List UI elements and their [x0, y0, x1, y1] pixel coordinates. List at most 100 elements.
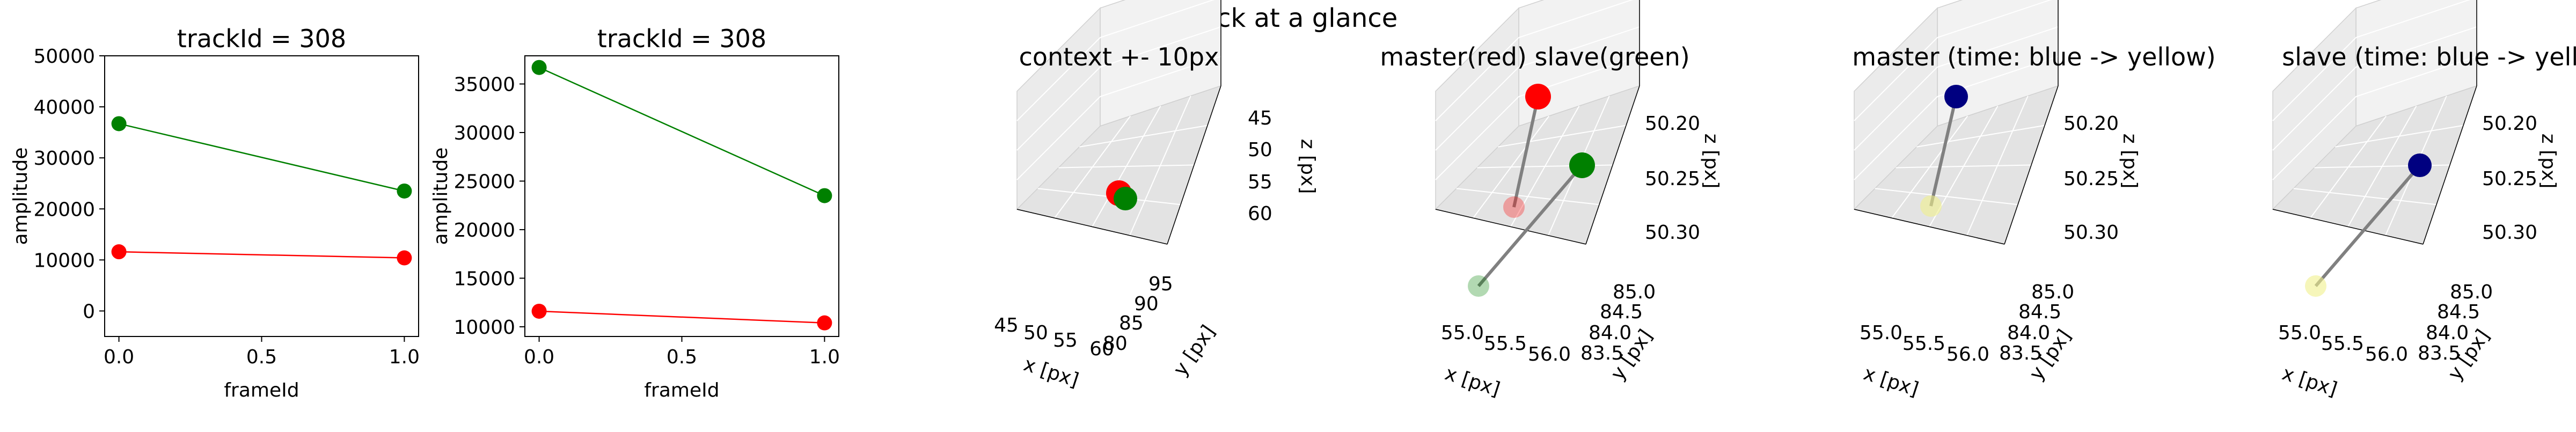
y-tick-label: 20000	[453, 219, 515, 241]
grid-line	[1435, 67, 1519, 151]
data-point	[817, 315, 832, 331]
scatter3d-panel-slave-time: slave (time: blue -> yellow) 55.055.556.0…	[2272, 0, 2576, 401]
grid-line	[1435, 37, 1519, 121]
y-tick-label: 95	[1148, 273, 1173, 295]
y-tick-label: 10000	[453, 317, 515, 339]
x-axis-line	[1016, 209, 1168, 245]
z-axis-label: z [px]	[1297, 139, 1319, 194]
x-tick-label: 55.5	[1484, 333, 1527, 355]
z-tick-label: 50	[1248, 139, 1272, 161]
y-tick-label: 80	[1103, 333, 1128, 355]
x-tick-label: 55.0	[1441, 322, 1484, 344]
y-tick-label: 83.5	[1999, 342, 2042, 364]
z-axis-label: z [px]	[2119, 134, 2141, 189]
x-axis-label: frameId	[644, 379, 719, 401]
z-tick-label: 50.20	[2063, 113, 2119, 135]
series-line-1	[539, 67, 825, 196]
scatter3d-panel-master-time: master (time: blue -> yellow) 55.0 55.5 56.…	[1852, 0, 2216, 401]
master-point-end	[1525, 84, 1551, 109]
scatter3d-panel-master-slave: master(red) slave(green) 55.0 55.5 56.0 83.5…	[1380, 0, 1722, 401]
grid-line	[1016, 96, 1101, 180]
series-line-1	[119, 123, 405, 192]
grid-line	[2355, 56, 2477, 97]
grid-line	[1937, 26, 2059, 68]
master-point-t1	[1944, 85, 1968, 108]
y-tick-label: 25000	[453, 171, 515, 193]
y-tick-label: 84.0	[1589, 322, 1631, 344]
y-axis-line	[1585, 85, 1640, 245]
y-tick-label: 20000	[33, 199, 95, 221]
grid-line	[1854, 96, 1938, 180]
series-line-2	[119, 251, 405, 259]
y-axis-label: y [px]	[1169, 321, 1220, 380]
track-line	[1929, 96, 1958, 207]
grid-line	[1016, 37, 1101, 121]
y-tick-label: 83.5	[2418, 342, 2461, 364]
x-tick-label: 60	[1089, 338, 1114, 360]
y-tick-label: 30000	[453, 122, 515, 144]
grid-line	[2335, 125, 2464, 148]
y-axis-label: amplitude	[430, 148, 452, 245]
x-axis-label: x [px]	[1021, 353, 1081, 391]
data-point	[531, 303, 547, 319]
chart-title: trackId = 308	[597, 24, 766, 53]
z-tick-label: 50.25	[1645, 168, 1700, 190]
y-tick-label: 85	[1119, 312, 1144, 334]
y-axis-line	[1167, 85, 1221, 245]
x-tick-label: 0.0	[524, 346, 554, 368]
grid-line	[1498, 125, 1627, 148]
x-tick-label: 55.0	[1860, 322, 1902, 344]
z-axis-label: z [px]	[2537, 134, 2559, 189]
data-point	[111, 244, 127, 260]
x-tick-label: 50	[1023, 322, 1048, 344]
data-point	[531, 60, 547, 75]
chart-title: master(red) slave(green)	[1380, 42, 1689, 71]
slave-point-start	[1468, 275, 1489, 297]
x-axis-label: x [px]	[1861, 362, 1921, 400]
x-tick-label: 55.5	[1902, 333, 1945, 355]
x-axis-label: x [px]	[2279, 362, 2340, 400]
z-tick-label: 45	[1248, 107, 1272, 129]
grid-line	[2355, 0, 2471, 38]
x-tick-label: 55.0	[2278, 322, 2321, 344]
data-point	[397, 250, 412, 266]
grid-line	[1854, 37, 1938, 121]
slave-point-t1	[2408, 153, 2432, 177]
x-tick-label: 1.0	[389, 346, 420, 368]
grid-line	[2355, 26, 2477, 68]
x-axis-label: x [px]	[1442, 362, 1503, 400]
z-tick-label: 50.25	[2063, 168, 2119, 190]
track-line	[1477, 164, 1584, 287]
y-tick-label: 35000	[453, 74, 515, 96]
z-tick-label: 50.20	[1645, 113, 1700, 135]
y-tick-label: 30000	[33, 148, 95, 170]
grid-line	[2272, 37, 2357, 121]
chart-title: slave (time: blue -> yellow)	[2282, 42, 2576, 71]
data-point	[111, 116, 127, 131]
grid-line	[1100, 0, 1215, 38]
z-tick-label: 50.30	[2482, 222, 2537, 244]
x-tick-label: 0.5	[246, 346, 277, 368]
x-axis-line	[1854, 209, 2005, 245]
z-tick-label: 50.30	[2063, 222, 2119, 244]
plot-frame	[524, 55, 839, 337]
x-tick-label: 45	[994, 314, 1019, 336]
y-tick-label: 84.0	[2426, 322, 2469, 344]
grid-line	[1079, 125, 1208, 148]
y-tick-label: 84.0	[2007, 322, 2050, 344]
track-line	[2314, 164, 2421, 287]
y-tick-label: 85.0	[2031, 281, 2074, 303]
y-tick-label: 15000	[453, 268, 515, 290]
x-axis-line	[1435, 209, 1586, 245]
grid-line	[1435, 96, 1519, 180]
x-tick-label: 0.5	[667, 346, 697, 368]
x-tick-label: 55.5	[2321, 333, 2364, 355]
x-tick-label: 1.0	[809, 346, 840, 368]
y-tick-label: 50000	[33, 46, 95, 68]
chart-title: trackId = 308	[177, 24, 346, 53]
z-tick-label: 50.20	[2482, 113, 2537, 135]
y-tick-label: 0	[83, 301, 95, 323]
